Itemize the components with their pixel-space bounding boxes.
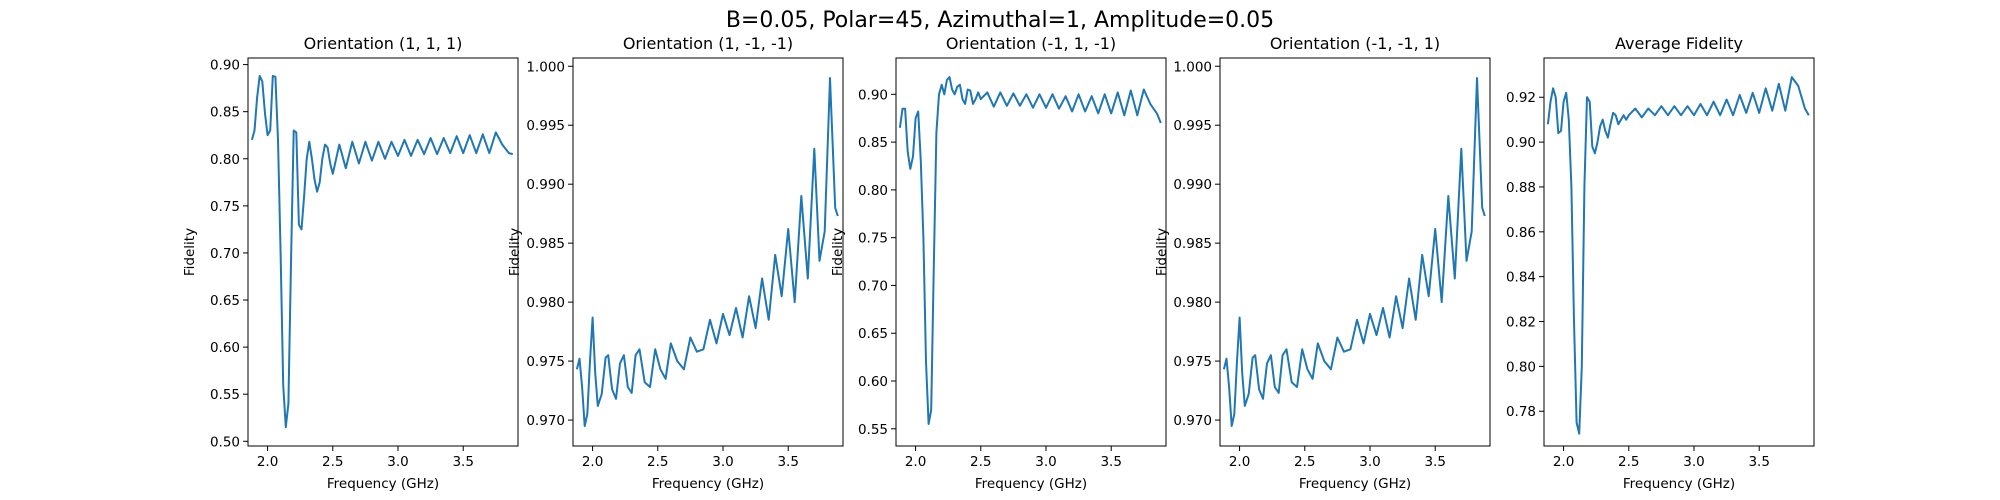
y-tick-label: 0.80 [858, 183, 888, 199]
x-tick-label: 3.5 [777, 454, 798, 470]
chart-panel-2: Orientation (1, -1, -1) 2.0 2.5 3.0 3.5 0.970… [507, 34, 844, 492]
y-tick-label: 1.000 [526, 59, 565, 75]
x-tick-label: 2.0 [257, 454, 278, 470]
y-tick-label: 0.84 [1506, 270, 1536, 286]
y-tick-label: 0.975 [1173, 354, 1212, 370]
x-tick-label: 3.0 [1683, 454, 1704, 470]
y-tick-label: 0.985 [526, 236, 565, 252]
y-tick-label: 0.90 [858, 87, 888, 103]
y-tick-label: 0.82 [1506, 315, 1536, 331]
x-axis-label: Frequency (GHz) [975, 476, 1087, 492]
x-tick-label: 2.0 [1553, 454, 1574, 470]
x-axis-label: Frequency (GHz) [1299, 476, 1411, 492]
y-axis-label: Fidelity [1154, 228, 1170, 276]
panel-title: Orientation (-1, -1, 1) [1270, 34, 1440, 53]
x-axis-label: Frequency (GHz) [327, 476, 439, 492]
y-axis-label: Fidelity [182, 228, 198, 276]
y-tick-label: 0.80 [1506, 359, 1536, 375]
series-line [1222, 77, 1486, 427]
y-tick-label: 0.75 [858, 231, 888, 247]
x-tick-label: 2.0 [905, 454, 926, 470]
y-tick-label: 0.92 [1506, 90, 1536, 106]
y-tick-label: 0.70 [858, 278, 888, 294]
x-tick-label: 2.5 [1618, 454, 1639, 470]
y-tick-label: 0.975 [526, 354, 565, 370]
x-tick-label: 2.5 [970, 454, 991, 470]
axes-frame [1219, 57, 1491, 447]
y-tick-label: 0.86 [1506, 225, 1536, 241]
x-tick-label: 3.5 [1424, 454, 1445, 470]
x-tick-label: 3.0 [387, 454, 408, 470]
x-tick-label: 2.0 [582, 454, 603, 470]
series-line [250, 74, 514, 429]
x-tick-label: 2.0 [1229, 454, 1250, 470]
y-tick-label: 0.55 [210, 387, 240, 403]
x-tick-label: 3.5 [1100, 454, 1121, 470]
x-tick-label: 2.5 [1294, 454, 1315, 470]
x-tick-label: 3.0 [1359, 454, 1380, 470]
axes-frame [572, 57, 844, 447]
axes-frame [895, 57, 1167, 447]
x-tick-label: 3.5 [1748, 454, 1769, 470]
y-tick-label: 0.75 [210, 199, 240, 215]
y-tick-label: 0.85 [858, 135, 888, 151]
y-tick-label: 0.995 [526, 118, 565, 134]
y-tick-label: 0.60 [210, 340, 240, 356]
y-tick-label: 0.80 [210, 152, 240, 168]
x-tick-label: 3.0 [712, 454, 733, 470]
y-tick-label: 0.65 [858, 326, 888, 342]
x-tick-label: 2.5 [647, 454, 668, 470]
y-tick-label: 0.90 [210, 58, 240, 74]
y-axis-label: Fidelity [507, 228, 523, 276]
series-line [1546, 76, 1810, 435]
y-tick-label: 0.70 [210, 246, 240, 262]
chart-panel-1: Orientation (1, 1, 1) 2.0 2.5 3.0 3.5 0.50 0.5… [182, 34, 519, 492]
x-tick-label: 3.0 [1035, 454, 1056, 470]
y-tick-label: 0.65 [210, 293, 240, 309]
y-axis-label: Fidelity [830, 228, 846, 276]
y-tick-label: 0.55 [858, 422, 888, 438]
x-tick-label: 3.5 [452, 454, 473, 470]
axes-frame [247, 57, 519, 447]
y-tick-label: 0.50 [210, 434, 240, 450]
y-tick-label: 0.970 [1173, 413, 1212, 429]
y-tick-label: 0.78 [1506, 404, 1536, 420]
x-axis-label: Frequency (GHz) [652, 476, 764, 492]
y-tick-label: 0.90 [1506, 135, 1536, 151]
y-tick-label: 0.980 [526, 295, 565, 311]
chart-panel-5: Average Fidelity 2.0 2.5 3.0 3.5 0.78 0.80 0.82… [1506, 34, 1815, 492]
panel-title: Orientation (1, -1, -1) [623, 34, 793, 53]
y-tick-label: 0.980 [1173, 295, 1212, 311]
y-tick-label: 0.990 [526, 177, 565, 193]
chart-panel-3: Orientation (-1, 1, -1) 2.0 2.5 3.0 3.5 0.55 0… [830, 34, 1167, 492]
y-tick-label: 0.985 [1173, 236, 1212, 252]
y-tick-label: 0.990 [1173, 177, 1212, 193]
y-tick-label: 0.970 [526, 413, 565, 429]
y-tick-label: 0.60 [858, 374, 888, 390]
x-axis-label: Frequency (GHz) [1623, 476, 1735, 492]
figure-suptitle: B=0.05, Polar=45, Azimuthal=1, Amplitude… [726, 8, 1274, 33]
chart-panel-4: Orientation (-1, -1, 1) 2.0 2.5 3.0 3.5 0.970… [1154, 34, 1491, 492]
series-line [898, 76, 1162, 425]
panel-title: Orientation (1, 1, 1) [304, 34, 463, 53]
y-tick-label: 0.88 [1506, 180, 1536, 196]
x-tick-label: 2.5 [322, 454, 343, 470]
axes-frame [1543, 57, 1815, 447]
y-tick-label: 0.85 [210, 105, 240, 121]
panel-title: Average Fidelity [1615, 34, 1743, 53]
y-tick-label: 0.995 [1173, 118, 1212, 134]
series-line [575, 77, 839, 427]
panel-title: Orientation (-1, 1, -1) [946, 34, 1116, 53]
y-tick-label: 1.000 [1173, 59, 1212, 75]
